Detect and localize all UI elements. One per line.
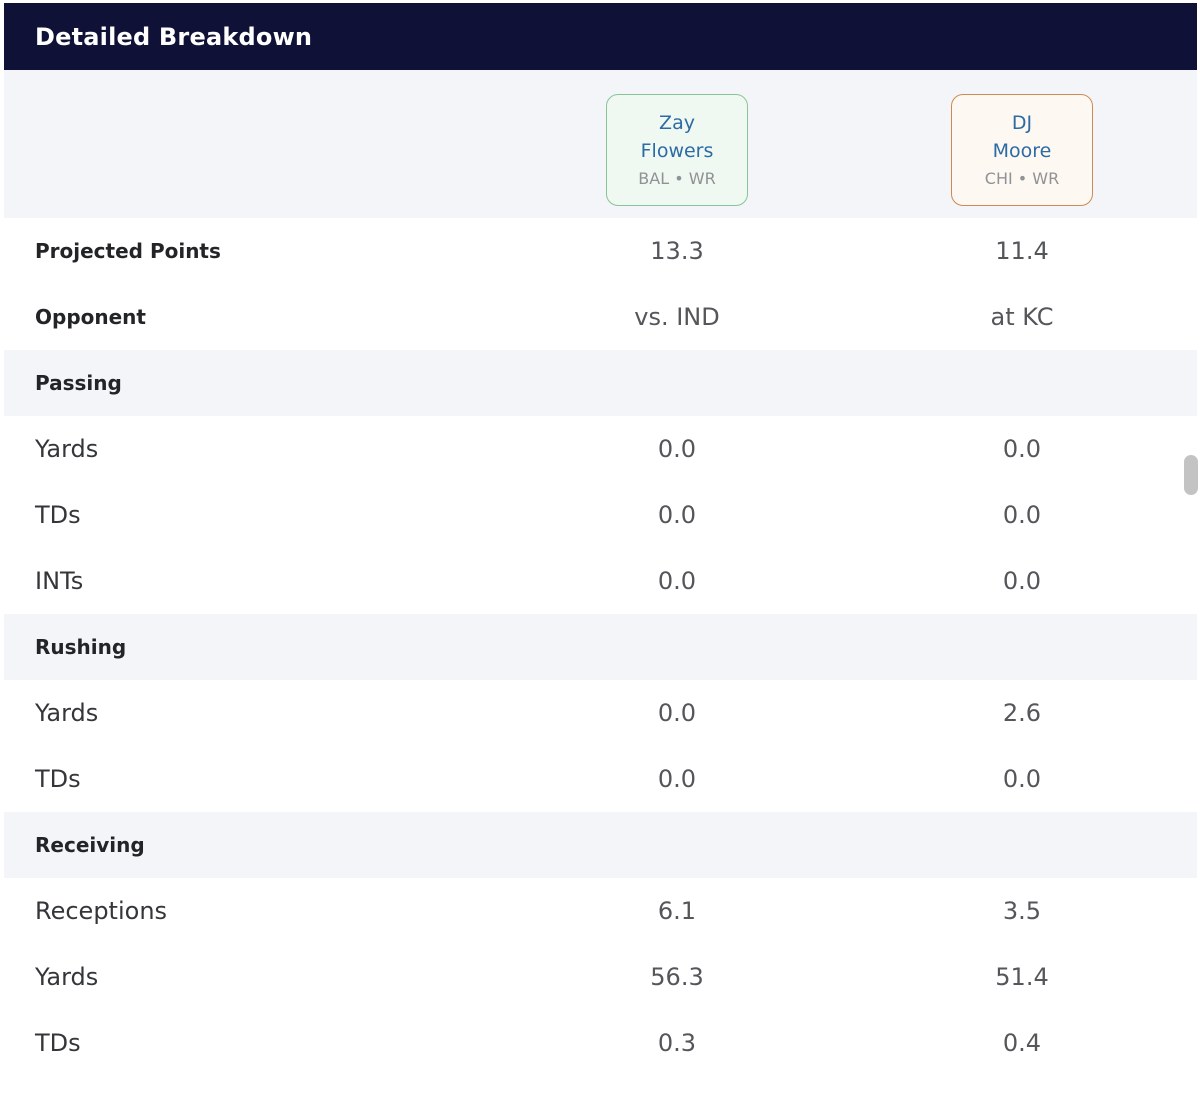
table-row: INTs 0.0 0.0 (4, 548, 1197, 614)
player1-value: 0.0 (657, 501, 697, 529)
player2-value: 0.0 (1002, 567, 1042, 595)
player-card-zay-flowers[interactable]: Zay Flowers BAL • WR (606, 94, 748, 206)
row-label: TDs (35, 1029, 81, 1057)
section-label: Passing (35, 371, 122, 395)
row-label: TDs (35, 765, 81, 793)
section-header-row: Receiving (4, 812, 1197, 878)
table-row: Opponent vs. IND at KC (4, 284, 1197, 350)
player2-value: 0.0 (1002, 501, 1042, 529)
breakdown-table-body: Projected Points 13.3 11.4 Opponent vs. … (4, 218, 1197, 1076)
player1-value: 13.3 (650, 237, 704, 265)
player1-value: 0.0 (657, 567, 697, 595)
player2-value: 11.4 (995, 237, 1049, 265)
player2-value: 51.4 (995, 963, 1049, 991)
player1-value: 0.0 (657, 699, 697, 727)
player2-value: at KC (990, 303, 1054, 331)
row-label: Yards (35, 435, 99, 463)
player2-value: 0.0 (1002, 435, 1042, 463)
player2-value: 0.0 (1002, 765, 1042, 793)
row-label: Projected Points (35, 239, 221, 263)
player2-value: 2.6 (1002, 699, 1042, 727)
player-team-position: CHI • WR (984, 169, 1060, 188)
player-name: Zay Flowers (640, 112, 714, 162)
table-row: Yards 0.0 0.0 (4, 416, 1197, 482)
section-label: Receiving (35, 833, 145, 857)
player1-value: 6.1 (657, 897, 697, 925)
row-label: Yards (35, 963, 99, 991)
table-row: Receptions 6.1 3.5 (4, 878, 1197, 944)
row-label: Yards (35, 699, 99, 727)
table-row: Yards 56.3 51.4 (4, 944, 1197, 1010)
player2-value: 3.5 (1002, 897, 1042, 925)
row-label: INTs (35, 567, 84, 595)
row-label: Receptions (35, 897, 168, 925)
table-row: TDs 0.0 0.0 (4, 746, 1197, 812)
player1-value: vs. IND (634, 303, 720, 331)
panel-title-bar: Detailed Breakdown (4, 3, 1197, 70)
panel-title: Detailed Breakdown (35, 22, 313, 51)
players-header: Zay Flowers BAL • WR DJ Moore CHI • WR (4, 70, 1197, 218)
detailed-breakdown-panel: Detailed Breakdown Zay Flowers BAL • WR … (4, 3, 1197, 1076)
player1-value: 0.0 (657, 435, 697, 463)
row-label: TDs (35, 501, 81, 529)
player2-value: 0.4 (1002, 1029, 1042, 1057)
player1-value: 0.3 (657, 1029, 697, 1057)
player-card-dj-moore[interactable]: DJ Moore CHI • WR (951, 94, 1093, 206)
player-name: DJ Moore (992, 112, 1052, 162)
row-label: Opponent (35, 305, 146, 329)
scrollbar-thumb[interactable] (1184, 455, 1198, 495)
table-row: Yards 0.0 2.6 (4, 680, 1197, 746)
table-row: TDs 0.3 0.4 (4, 1010, 1197, 1076)
player1-value: 56.3 (650, 963, 704, 991)
player-team-position: BAL • WR (638, 169, 716, 188)
player1-value: 0.0 (657, 765, 697, 793)
section-header-row: Passing (4, 350, 1197, 416)
section-label: Rushing (35, 635, 127, 659)
section-header-row: Rushing (4, 614, 1197, 680)
table-row: Projected Points 13.3 11.4 (4, 218, 1197, 284)
table-row: TDs 0.0 0.0 (4, 482, 1197, 548)
